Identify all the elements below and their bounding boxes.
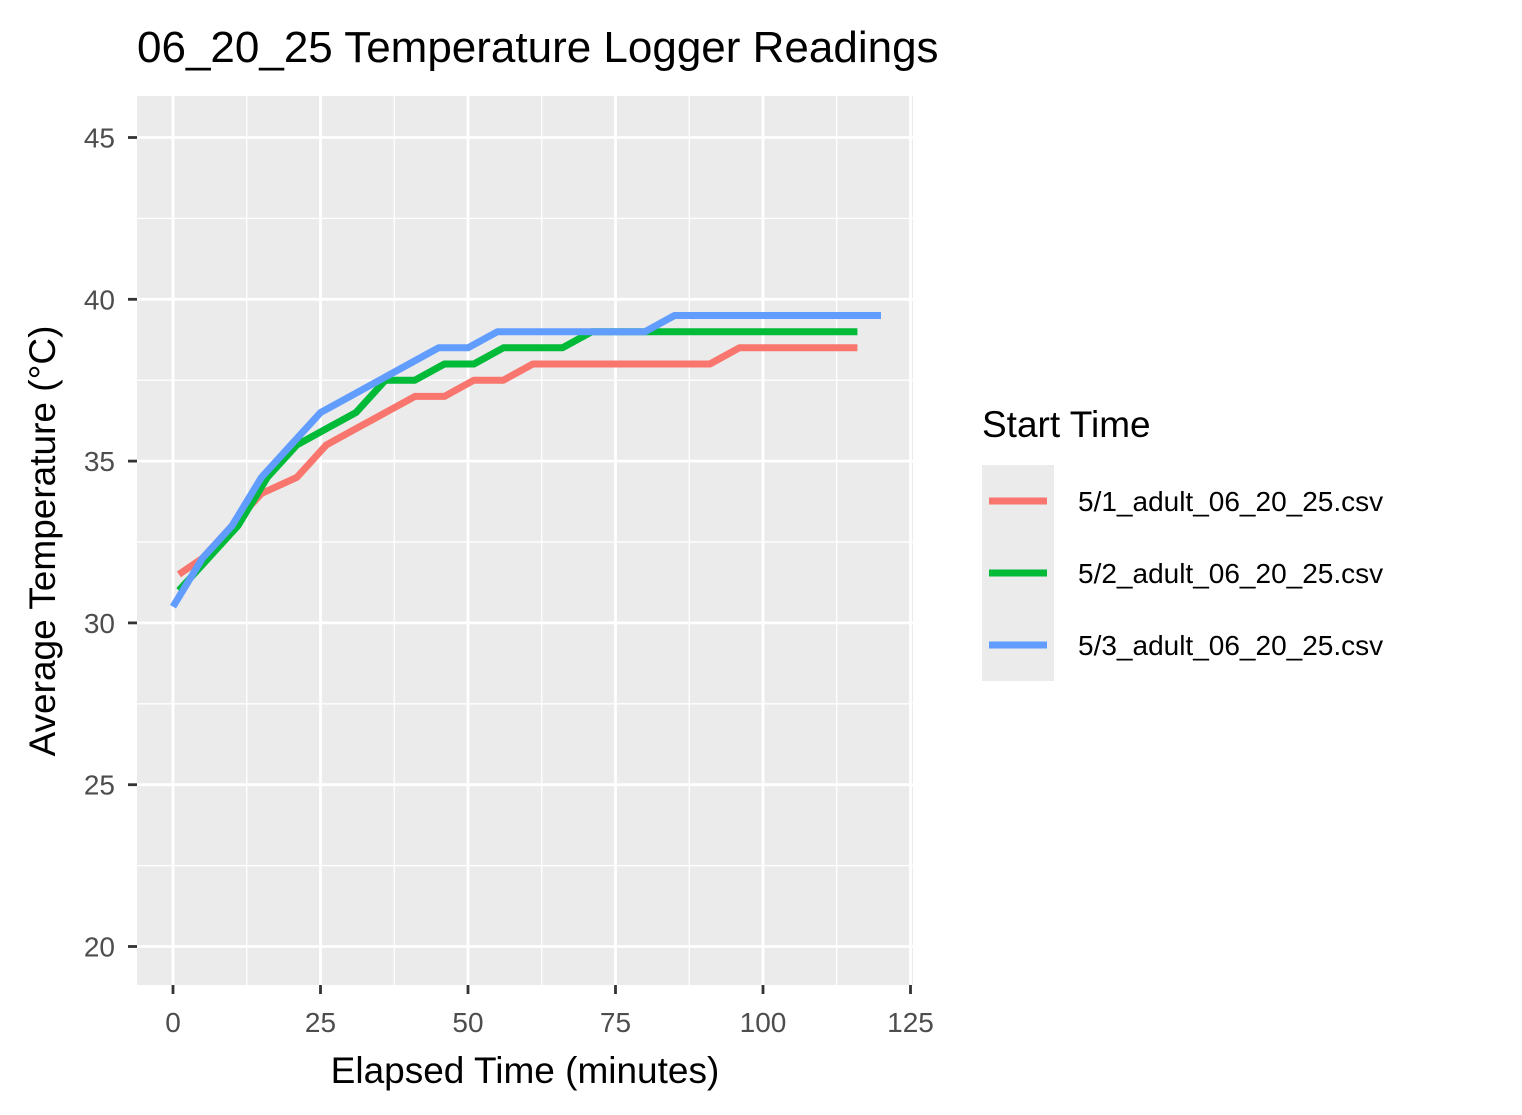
x-tick-label: 125 [887, 1007, 934, 1038]
x-axis: 0 25 50 75 100 125 [165, 985, 934, 1038]
x-tick-label: 100 [740, 1007, 787, 1038]
series-lines [170, 312, 881, 609]
x-tick-label: 0 [165, 1007, 181, 1038]
legend: Start Time 5/1_adult_06_20_25.csv 5/2_adu… [982, 404, 1383, 681]
series-line-3 [170, 312, 881, 609]
minor-gridlines [137, 96, 913, 985]
y-axis-title: Average Temperature (°C) [22, 326, 63, 757]
y-axis: 20 25 30 35 40 45 [84, 123, 137, 963]
x-tick-label: 50 [452, 1007, 483, 1038]
plot-panel [137, 96, 913, 985]
legend-title: Start Time [982, 404, 1151, 445]
series-line-2 [176, 328, 858, 593]
y-tick-label: 30 [84, 608, 115, 639]
y-tick-label: 35 [84, 446, 115, 477]
x-axis-title: Elapsed Time (minutes) [331, 1050, 720, 1091]
y-tick-label: 20 [84, 932, 115, 963]
legend-label-1: 5/1_adult_06_20_25.csv [1078, 486, 1383, 517]
chart-title: 06_20_25 Temperature Logger Readings [137, 23, 939, 72]
legend-label-2: 5/2_adult_06_20_25.csv [1078, 558, 1383, 589]
x-tick-label: 25 [305, 1007, 336, 1038]
series-line-1 [176, 344, 858, 578]
y-tick-label: 25 [84, 770, 115, 801]
legend-label-3: 5/3_adult_06_20_25.csv [1078, 630, 1383, 661]
major-gridlines [137, 96, 913, 985]
y-tick-label: 40 [84, 284, 115, 315]
y-tick-label: 45 [84, 123, 115, 154]
x-tick-label: 75 [600, 1007, 631, 1038]
